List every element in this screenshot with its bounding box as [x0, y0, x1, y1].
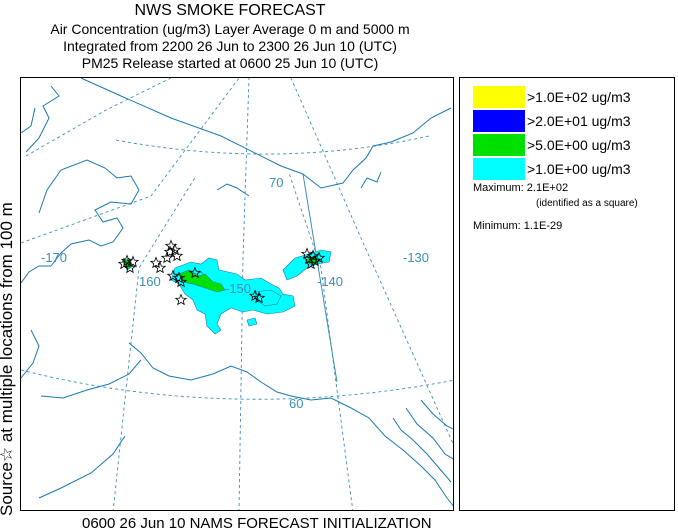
plume-low-south [246, 317, 258, 327]
source-star-icon [300, 247, 314, 260]
release-start: PM25 Release started at 0600 25 Jun 10 (… [81, 55, 379, 71]
integration-period: Integrated from 2200 26 Jun to 2300 26 J… [63, 38, 397, 54]
source-side-label: Source☆ at multiple locations from 100 m [0, 202, 16, 516]
legend-label-1: >1.0E+02 ug/m3 [527, 89, 631, 105]
source-star-icon [306, 249, 320, 262]
lon-line-upper [25, 78, 172, 157]
legend-swatch-yellow [473, 86, 525, 108]
label-lon-140: -140 [317, 274, 343, 289]
legend-label-4: >1.0E+00 ug/m3 [527, 161, 631, 177]
map-title: NWS SMOKE FORECAST [134, 2, 326, 19]
map-panel: 70 60 -170 160 -150 -140 -130 [20, 77, 454, 511]
coastline [21, 78, 453, 507]
legend-swatch-green [473, 134, 525, 156]
legend-swatch-cyan [473, 158, 525, 180]
maximum-value: Maximum: 2.1E+02 [473, 182, 569, 194]
lon-line-140 [288, 172, 354, 510]
legend-panel: >1.0E+02 ug/m3 >2.0E+01 ug/m3 >5.0E+00 u… [459, 77, 675, 511]
label-lon-160: 160 [139, 274, 161, 289]
concentration-subtitle: Air Concentration (ug/m3) Layer Average … [50, 21, 410, 37]
alaska-map: 70 60 -170 160 -150 -140 -130 [21, 78, 453, 510]
lon-line-170 [21, 78, 240, 244]
legend-swatch-blue [473, 110, 525, 132]
lon-line-130 [290, 78, 453, 445]
lon-line-160 [112, 175, 197, 510]
source-star-icon [166, 269, 180, 282]
source-star-icon [120, 254, 134, 267]
source-star-icon [123, 261, 137, 274]
source-star-icon [312, 251, 326, 264]
label-lon-150: -150 [225, 281, 251, 296]
source-star-icon [117, 257, 131, 270]
legend-label-3: >5.0E+00 ug/m3 [527, 137, 631, 153]
forecast-initialization-label: 0600 26 Jun 10 NAMS FORECAST INITIALIZAT… [82, 515, 432, 532]
source-star-icon [174, 275, 188, 288]
smoke-plume [122, 249, 332, 335]
source-star-icon [170, 249, 184, 262]
source-star-icon [126, 255, 140, 268]
minimum-value: Minimum: 1.1E-29 [473, 220, 563, 232]
label-lat-70: 70 [269, 175, 283, 190]
lat-line-60 [21, 369, 453, 400]
graticule [21, 78, 453, 510]
source-star-icon [252, 291, 266, 304]
label-lon-170: -170 [41, 250, 67, 265]
maximum-note: (identified as a square) [536, 198, 638, 209]
source-star-icon [160, 251, 174, 264]
source-star-icon [174, 293, 188, 306]
label-lon-130: -130 [403, 250, 429, 265]
source-star-icon [304, 257, 318, 270]
source-markers [117, 239, 326, 306]
label-lat-60: 60 [289, 396, 303, 411]
source-star-icon [188, 266, 202, 279]
source-star-icon [149, 256, 163, 269]
source-star-icon [248, 289, 262, 302]
lon-line-150 [238, 78, 250, 510]
legend-label-2: >2.0E+01 ug/m3 [527, 113, 631, 129]
lat-line-70 [115, 135, 430, 155]
source-star-icon [153, 261, 167, 274]
source-star-icon [168, 243, 182, 256]
border-line [302, 173, 338, 383]
source-star-icon [164, 239, 178, 252]
